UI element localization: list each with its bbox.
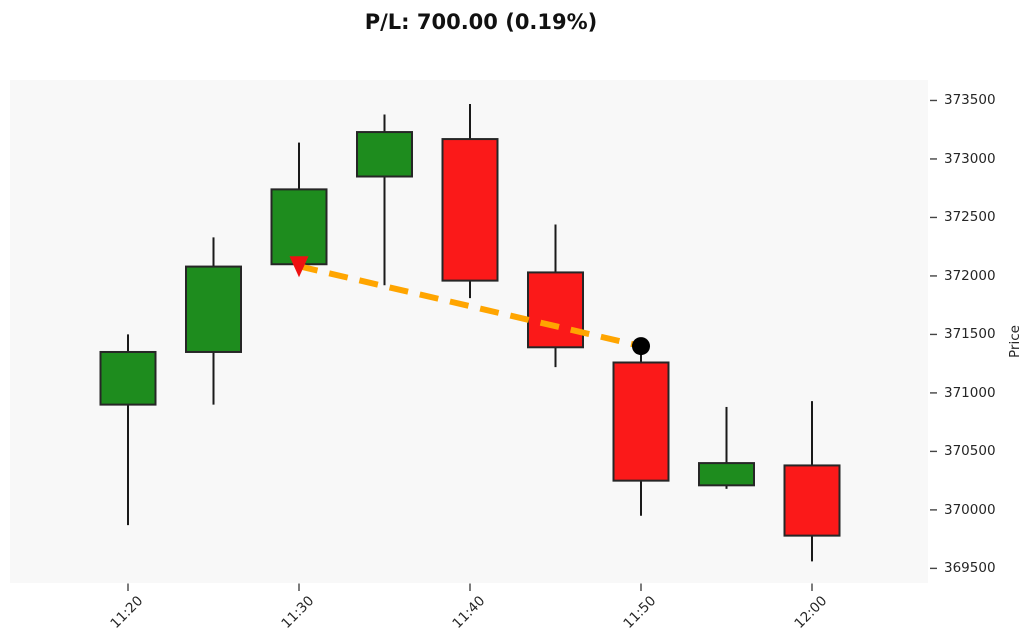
y-axis-title: Price — [1007, 325, 1023, 358]
candle-body-11:25 — [185, 265, 242, 353]
y-tick-label: 372500 — [944, 209, 996, 226]
chart-title: P/L: 700.00 (0.19%) — [364, 10, 598, 34]
y-tick-label: 371000 — [944, 384, 996, 401]
candle-body-11:20 — [99, 350, 157, 406]
candle-body-11:55 — [698, 462, 755, 487]
candle-body-12:00 — [783, 464, 841, 537]
trade-entry-arrow-icon — [289, 256, 309, 278]
candle-body-11:45 — [527, 271, 584, 349]
candle-body-11:30 — [270, 188, 328, 266]
y-tick-label: 370000 — [944, 501, 996, 518]
y-tick-label: 372000 — [944, 267, 996, 284]
candle-body-11:50 — [612, 361, 670, 482]
y-tick-label: 371500 — [944, 326, 996, 343]
y-tick-label: 370500 — [944, 443, 996, 460]
y-tick-label: 373500 — [944, 92, 996, 109]
trade-exit-dot-icon — [632, 337, 650, 356]
candle-body-11:40 — [441, 138, 499, 282]
y-tick-label: 373000 — [944, 150, 996, 167]
trade-line — [298, 263, 642, 350]
y-tick-label: 369500 — [944, 560, 996, 577]
candle-body-11:35 — [356, 131, 413, 178]
